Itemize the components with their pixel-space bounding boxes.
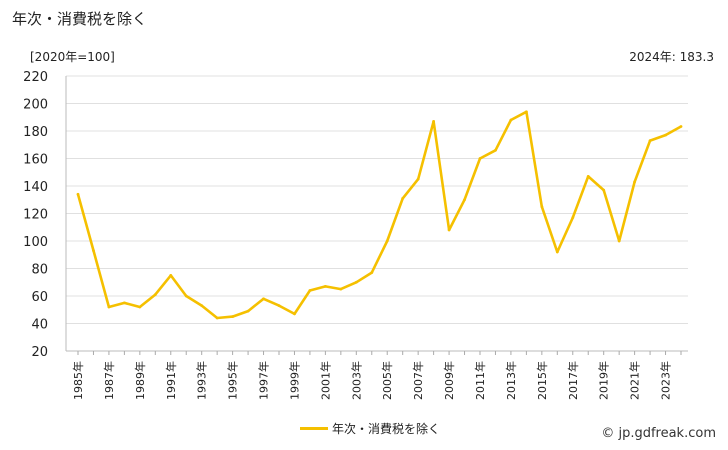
data-point (648, 139, 652, 143)
data-point (231, 315, 235, 319)
x-tick-label: 2017年 (566, 361, 580, 400)
data-point (401, 196, 405, 200)
data-point (246, 309, 250, 313)
x-tick-label: 2009年 (442, 361, 456, 400)
data-point (664, 133, 667, 137)
x-tick-label: 1987年 (102, 361, 116, 400)
data-point (308, 289, 312, 292)
x-tick-label: 1999年 (287, 361, 301, 400)
latest-value-label: 2024年: 183.3 (629, 50, 714, 64)
data-point (107, 305, 111, 309)
data-point (184, 294, 188, 298)
data-point (432, 119, 436, 123)
x-tick-label: 1997年 (257, 361, 271, 400)
page-title: 年次・消費税を除く (12, 10, 148, 28)
series-line (76, 110, 682, 320)
y-tick-label: 40 (31, 318, 48, 333)
x-tick-label: 2021年 (628, 361, 642, 400)
x-tick-label: 1991年 (164, 361, 178, 400)
legend: 年次・消費税を除く (300, 420, 440, 437)
data-point (679, 125, 683, 128)
data-point (385, 239, 389, 243)
data-point (555, 250, 559, 254)
data-point (354, 280, 358, 284)
x-tick-label: 2007年 (411, 361, 425, 400)
y-tick-label: 100 (23, 235, 48, 250)
data-point (76, 192, 80, 196)
y-tick-label: 60 (31, 290, 48, 305)
data-point (617, 239, 621, 243)
data-point (602, 188, 606, 192)
data-point (323, 284, 327, 288)
y-tick-label: 220 (23, 70, 48, 85)
data-point (92, 249, 95, 253)
x-tick-label: 1993年 (195, 361, 209, 400)
x-tick-label: 2019年 (597, 361, 611, 400)
x-tick-label: 2003年 (349, 361, 363, 400)
unit-label: [2020年=100] (30, 50, 115, 64)
y-tick-label: 80 (31, 263, 48, 278)
data-point (339, 287, 343, 291)
data-point (416, 177, 420, 181)
x-tick-label: 2015年 (535, 361, 549, 400)
credit-label: © jp.gdfreak.com (601, 426, 716, 441)
data-point (571, 216, 575, 220)
x-tick-label: 1985年 (71, 361, 85, 400)
data-point (540, 205, 544, 209)
data-point (153, 293, 157, 297)
data-point (262, 297, 265, 301)
data-point (447, 228, 451, 232)
y-tick-label: 120 (23, 208, 48, 223)
data-point (524, 110, 528, 114)
x-tick-label: 2011年 (473, 361, 487, 400)
data-point (633, 180, 637, 184)
data-point (215, 316, 219, 320)
x-tick-label: 2023年 (659, 361, 673, 400)
y-tick-label: 180 (23, 125, 48, 140)
y-tick-label: 200 (23, 98, 48, 113)
x-tick-label: 1995年 (226, 361, 240, 400)
data-point (138, 305, 142, 309)
data-point (277, 304, 281, 308)
y-tick-label: 20 (31, 345, 48, 360)
y-tick-label: 160 (23, 153, 48, 168)
data-point (494, 148, 497, 152)
data-point (122, 301, 126, 305)
y-tick-label: 140 (23, 180, 48, 195)
x-tick-label: 2001年 (318, 361, 332, 400)
x-tick-label: 2013年 (504, 361, 518, 400)
legend-swatch (300, 427, 328, 430)
data-point (586, 174, 590, 178)
legend-label: 年次・消費税を除く (332, 422, 441, 436)
x-tick-label: 1989年 (133, 361, 147, 400)
data-point (463, 198, 466, 202)
data-point (370, 271, 374, 275)
data-point (478, 157, 482, 160)
data-point (169, 273, 173, 277)
x-tick-label: 2005年 (380, 361, 394, 400)
data-point (293, 312, 296, 316)
data-point (200, 304, 204, 308)
data-point (509, 118, 513, 122)
